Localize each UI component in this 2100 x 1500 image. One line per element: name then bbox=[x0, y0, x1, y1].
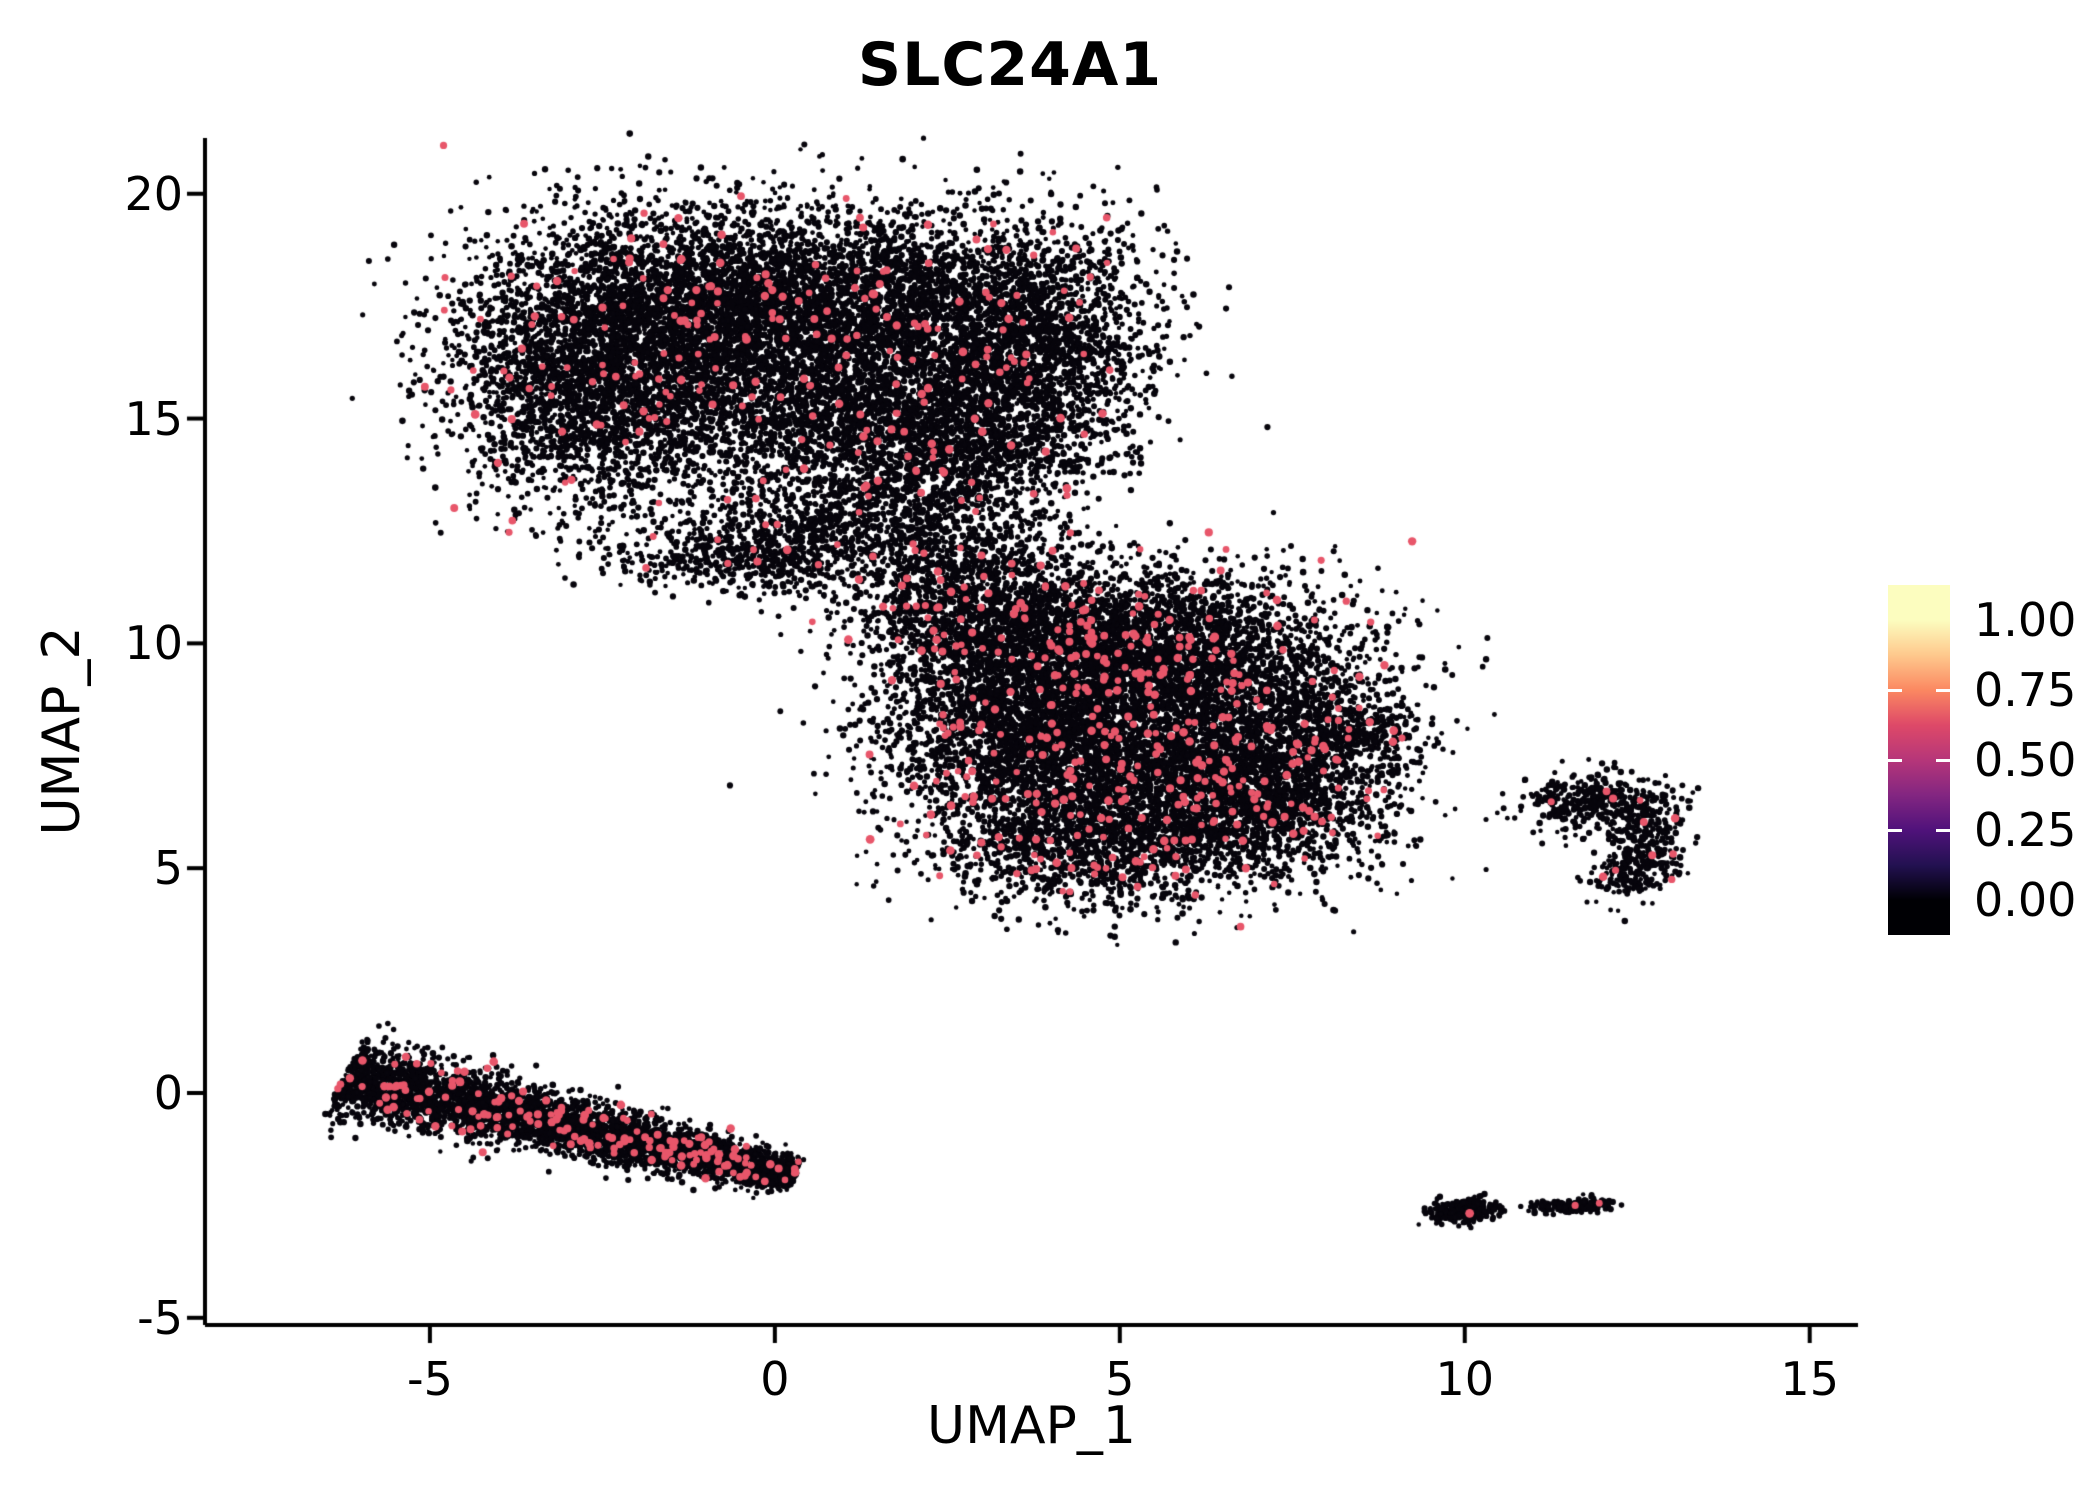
colorbar-tick bbox=[1888, 759, 1902, 762]
y-tick-label: 15 bbox=[124, 391, 183, 446]
colorbar-tick-label: 1.00 bbox=[1974, 593, 2077, 647]
colorbar-legend: 1.00 0.75 0.50 0.25 0.00 bbox=[1888, 585, 2100, 935]
colorbar-tick-label: 0.00 bbox=[1974, 873, 2077, 927]
y-tick-label: 0 bbox=[153, 1065, 183, 1120]
x-tick-label: 15 bbox=[1780, 1352, 1839, 1406]
x-tick-label: 0 bbox=[760, 1352, 790, 1406]
x-axis-title: UMAP_1 bbox=[927, 1396, 1136, 1456]
y-tick-label: 10 bbox=[124, 616, 183, 671]
colorbar-tick bbox=[1936, 829, 1950, 832]
colorbar-tick bbox=[1936, 689, 1950, 692]
colorbar-tick-label: 0.25 bbox=[1974, 803, 2077, 857]
y-tick-label: 20 bbox=[124, 166, 183, 221]
colorbar-tick-label: 0.75 bbox=[1974, 663, 2077, 717]
colorbar-tick bbox=[1888, 829, 1902, 832]
x-tick-label: -5 bbox=[406, 1352, 453, 1406]
y-tick-label: 5 bbox=[153, 841, 183, 896]
plot-title: SLC24A1 bbox=[857, 30, 1163, 100]
x-tick-label: 5 bbox=[1105, 1352, 1135, 1406]
x-tick-label: 10 bbox=[1435, 1352, 1495, 1406]
colorbar-tick bbox=[1888, 689, 1902, 692]
colorbar-tick-label: 0.50 bbox=[1974, 733, 2077, 787]
colorbar-tick bbox=[1936, 759, 1950, 762]
y-tick-label: -5 bbox=[137, 1290, 183, 1345]
